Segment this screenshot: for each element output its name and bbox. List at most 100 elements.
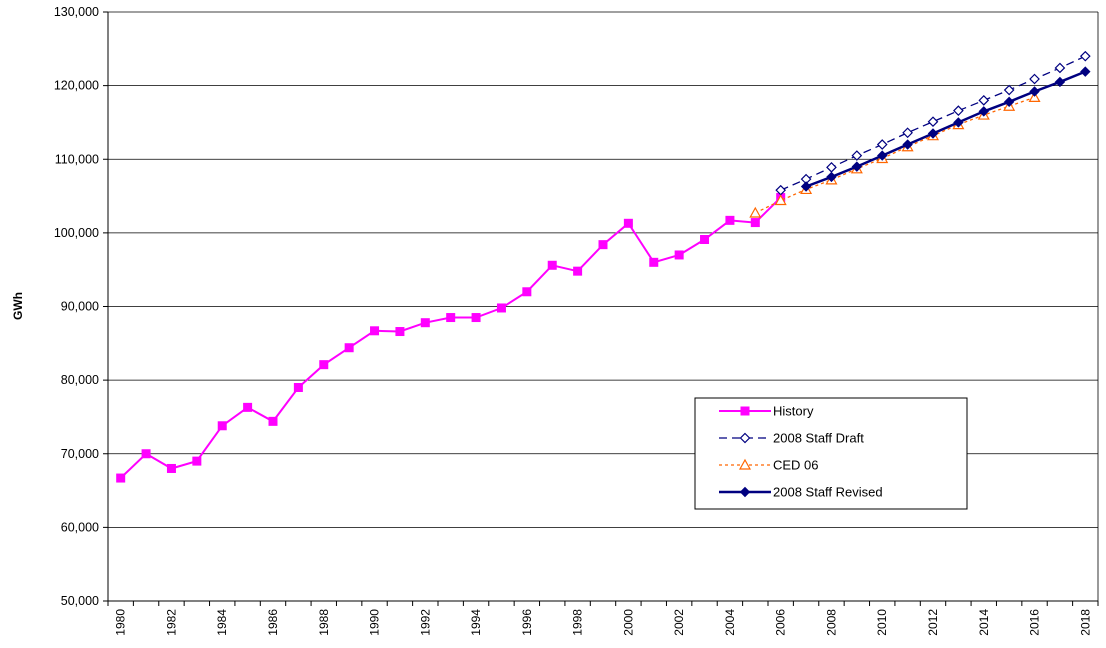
legend-box — [694, 397, 968, 510]
triangle-marker — [749, 206, 762, 218]
diamond-marker — [1003, 96, 1015, 108]
diamond-marker — [902, 127, 913, 139]
square-marker — [166, 463, 176, 473]
square-marker — [420, 318, 430, 328]
y-tick-label: 100,000 — [54, 226, 99, 240]
square-marker — [446, 313, 456, 323]
diamond-marker — [739, 432, 751, 444]
diamond-marker — [927, 128, 939, 139]
axes: 50,000 60,000 70,000 80,000 90,000 100,000 110… — [54, 5, 1099, 636]
square-marker — [268, 416, 278, 426]
y-tick-label: 70,000 — [61, 447, 99, 461]
diamond-marker — [877, 150, 888, 161]
square-marker — [725, 215, 735, 225]
series-line — [755, 96, 1035, 214]
diamond-marker — [978, 106, 989, 117]
series-group — [116, 50, 1091, 483]
square-marker — [496, 303, 506, 313]
legend-entry: 2008 Staff Revised — [719, 485, 883, 500]
x-tick-label: 1986 — [266, 609, 280, 636]
square-marker — [192, 456, 202, 466]
diamond-marker — [953, 117, 964, 128]
square-marker — [319, 360, 329, 370]
x-tick-label: 2010 — [875, 609, 889, 636]
square-marker — [547, 260, 557, 270]
series-ced-06 — [749, 91, 1041, 218]
square-marker — [649, 257, 659, 267]
square-marker — [293, 382, 303, 392]
square-marker — [598, 240, 608, 250]
triangle-marker — [774, 194, 787, 206]
legend-label: History — [773, 404, 814, 419]
diamond-marker — [1079, 50, 1091, 62]
grid-lines — [108, 11, 1098, 602]
x-tick-label: 2004 — [723, 609, 737, 636]
diamond-marker — [1054, 62, 1066, 74]
legend-entry: History — [719, 404, 814, 419]
legend-label: CED 06 — [773, 458, 819, 473]
square-marker — [740, 406, 750, 416]
diamond-marker — [851, 150, 863, 161]
square-marker — [700, 235, 710, 245]
triangle-marker — [1028, 91, 1041, 103]
square-marker — [243, 402, 253, 412]
diamond-marker — [739, 486, 751, 498]
diamond-marker — [876, 139, 888, 150]
diamond-marker — [927, 116, 939, 128]
square-marker — [395, 327, 405, 337]
series-2008-staff-draft — [775, 50, 1091, 196]
square-marker — [141, 449, 151, 459]
square-marker — [471, 313, 481, 323]
legend-label: 2008 Staff Revised — [773, 485, 883, 500]
x-tick-label: 1998 — [571, 609, 585, 636]
square-marker — [750, 218, 760, 228]
diamond-marker — [851, 161, 863, 172]
triangle-marker — [738, 458, 752, 470]
x-tick-label: 2000 — [621, 609, 635, 636]
y-tick-label: 110,000 — [55, 152, 99, 166]
x-tick-label: 1994 — [469, 609, 483, 636]
y-tick-label: 80,000 — [61, 373, 99, 387]
diamond-marker — [1029, 86, 1040, 97]
square-marker — [217, 421, 227, 431]
square-marker — [370, 326, 380, 336]
diamond-marker — [826, 171, 837, 183]
y-tick-label: 120,000 — [54, 79, 99, 93]
x-tick-label: 1992 — [418, 609, 432, 636]
diamond-marker — [1029, 73, 1040, 85]
series-line — [805, 70, 1086, 188]
y-tick-label: 50,000 — [61, 594, 99, 608]
x-tick-label: 1996 — [520, 609, 534, 636]
y-tick-label: 60,000 — [61, 520, 99, 534]
series-history — [116, 193, 786, 483]
diamond-marker — [826, 162, 837, 173]
x-tick-label: 2018 — [1078, 609, 1092, 636]
series-2008-staff-revised — [800, 66, 1091, 192]
x-tick-label: 2016 — [1028, 609, 1042, 636]
x-tick-label: 2012 — [926, 609, 940, 636]
legend-entry: 2008 Staff Draft — [719, 431, 864, 446]
square-marker — [623, 218, 633, 228]
diamond-marker — [1080, 66, 1091, 77]
y-tick-label: 130,000 — [54, 5, 99, 19]
x-tick-label: 1982 — [164, 609, 178, 636]
diamond-marker — [1003, 84, 1015, 96]
x-tick-label: 2014 — [977, 609, 991, 636]
diamond-marker — [902, 139, 913, 150]
square-marker — [573, 266, 583, 276]
diamond-marker — [800, 181, 812, 192]
diamond-marker — [1054, 76, 1066, 88]
diamond-marker — [953, 105, 964, 117]
diamond-marker — [978, 95, 990, 106]
square-marker — [344, 343, 354, 353]
legend-entry: CED 06 — [719, 458, 819, 473]
square-marker — [674, 250, 684, 260]
y-tick-label: 90,000 — [61, 300, 99, 314]
x-tick-label: 1988 — [317, 609, 331, 636]
x-tick-label: 2002 — [672, 609, 686, 636]
x-tick-label: 2008 — [824, 609, 838, 636]
x-tick-label: 2006 — [774, 609, 788, 636]
legend: History 2008 Staff Draft CED 06 2008 Staff … — [694, 397, 968, 510]
